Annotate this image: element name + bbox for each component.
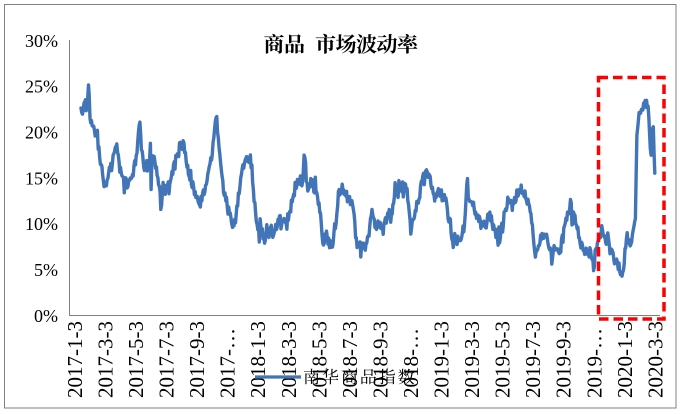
svg-text:15%: 15% xyxy=(25,168,58,188)
svg-text:2019-7-3: 2019-7-3 xyxy=(521,321,545,398)
svg-text:2020-1-3: 2020-1-3 xyxy=(613,321,637,398)
svg-text:10%: 10% xyxy=(25,214,58,234)
svg-text:2018-…: 2018-… xyxy=(399,328,423,398)
svg-text:2017-1-3: 2017-1-3 xyxy=(63,321,87,398)
svg-text:2019-9-3: 2019-9-3 xyxy=(552,321,576,398)
svg-text:2018-9-3: 2018-9-3 xyxy=(368,321,392,398)
svg-text:2017-7-3: 2017-7-3 xyxy=(155,321,179,398)
svg-text:2020-3-3: 2020-3-3 xyxy=(643,321,667,398)
svg-text:2018-7-3: 2018-7-3 xyxy=(338,321,362,398)
svg-text:2017-5-3: 2017-5-3 xyxy=(124,321,148,398)
svg-text:2019-…: 2019-… xyxy=(582,328,606,398)
svg-text:2017-3-3: 2017-3-3 xyxy=(94,321,118,398)
svg-text:2019-5-3: 2019-5-3 xyxy=(491,321,515,398)
svg-text:5%: 5% xyxy=(34,260,58,280)
svg-text:30%: 30% xyxy=(25,31,58,51)
svg-text:2017-…: 2017-… xyxy=(216,328,240,398)
svg-text:2019-3-3: 2019-3-3 xyxy=(460,321,484,398)
svg-text:2018-1-3: 2018-1-3 xyxy=(246,321,270,398)
svg-text:2017-9-3: 2017-9-3 xyxy=(185,321,209,398)
svg-text:25%: 25% xyxy=(25,77,58,97)
svg-text:20%: 20% xyxy=(25,123,58,143)
svg-text:2019-1-3: 2019-1-3 xyxy=(430,321,454,398)
svg-text:2018-3-3: 2018-3-3 xyxy=(277,321,301,398)
svg-text:0%: 0% xyxy=(34,306,58,326)
svg-text:2018-5-3: 2018-5-3 xyxy=(307,321,331,398)
